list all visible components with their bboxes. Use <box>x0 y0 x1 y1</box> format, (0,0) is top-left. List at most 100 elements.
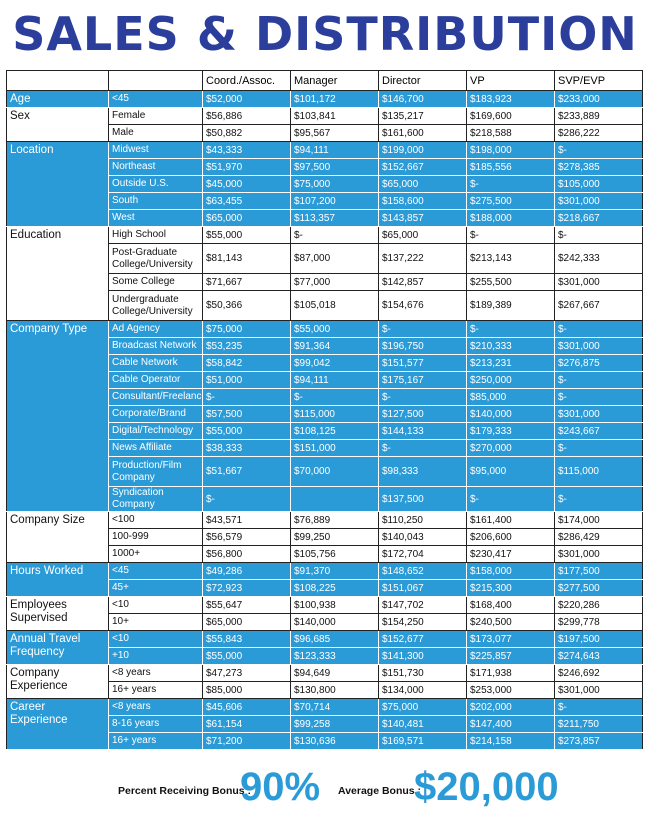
column-header: SVP/EVP <box>554 70 643 91</box>
value-cell: $158,000 <box>466 562 555 580</box>
value-cell: $130,636 <box>290 732 379 750</box>
value-cell: $55,000 <box>202 226 291 244</box>
value-cell: $50,882 <box>202 124 291 142</box>
value-cell: $301,000 <box>554 337 643 355</box>
value-cell: $152,677 <box>378 630 467 648</box>
value-cell: $45,000 <box>202 175 291 193</box>
data-row: 8-16 years $61,154 $99,258 $140,481 $147,400… <box>7 715 643 733</box>
value-cell: $- <box>554 141 643 159</box>
value-cell: $110,250 <box>378 511 467 529</box>
value-cell: $94,111 <box>290 141 379 159</box>
bonus-percent: 90% <box>240 765 321 809</box>
value-cell: $135,217 <box>378 107 467 125</box>
row-label: 8-16 years <box>108 715 203 733</box>
data-row: Employees Supervised <10 $55,647 $100,938 $1… <box>6 596 643 631</box>
value-cell: $55,843 <box>202 630 291 648</box>
row-label: High School <box>108 226 203 244</box>
value-cell: $127,500 <box>378 405 467 423</box>
row-label: Outside U.S. <box>108 175 203 193</box>
value-cell: $213,143 <box>466 243 555 274</box>
row-label: Consultant/Freelance <box>108 388 203 406</box>
value-cell: $56,579 <box>202 528 291 546</box>
value-cell: $- <box>466 486 555 512</box>
value-cell: $65,000 <box>202 209 291 227</box>
value-cell: $277,500 <box>554 579 643 597</box>
value-cell: $51,000 <box>202 371 291 389</box>
row-label: <8 years <box>108 698 203 716</box>
value-cell: $- <box>290 388 379 406</box>
bonus-percent-label: Percent Receiving Bonus : <box>118 785 252 797</box>
value-cell: $81,143 <box>202 243 291 274</box>
row-label: Corporate/Brand <box>108 405 203 423</box>
value-cell: $115,000 <box>554 456 643 487</box>
value-cell: $151,067 <box>378 579 467 597</box>
value-cell: $71,200 <box>202 732 291 750</box>
value-cell: $52,000 <box>202 90 291 108</box>
footer: Percent Receiving Bonus : 90% Average Bo… <box>0 765 650 815</box>
data-row: 1000+ $56,800 $105,756 $172,704 $230,417 $301… <box>7 545 643 563</box>
value-cell: $97,500 <box>290 158 379 176</box>
value-cell: $202,000 <box>466 698 555 716</box>
row-label: Female <box>108 107 203 125</box>
value-cell: $115,000 <box>290 405 379 423</box>
data-row: Career Experience <8 years $45,606 $70,714 $… <box>6 698 643 750</box>
header-empty <box>6 70 109 91</box>
column-header: Manager <box>290 70 379 91</box>
row-label: Production/Film Company <box>108 456 203 487</box>
row-label: News Affiliate <box>108 439 203 457</box>
row-label: +10 <box>108 647 203 665</box>
data-row: Cable Operator $51,000 $94,111 $175,167 $250… <box>7 371 643 389</box>
value-cell: $250,000 <box>466 371 555 389</box>
value-cell: $91,364 <box>290 337 379 355</box>
data-row: Northeast $51,970 $97,500 $152,667 $185,556 $… <box>7 158 643 176</box>
value-cell: $134,000 <box>378 681 467 699</box>
value-cell: $75,000 <box>290 175 379 193</box>
value-cell: $- <box>466 226 555 244</box>
row-label: Digital/Technology <box>108 422 203 440</box>
value-cell: $87,000 <box>290 243 379 274</box>
value-cell: $- <box>554 388 643 406</box>
row-label: <10 <box>108 630 203 648</box>
value-cell: $71,667 <box>202 273 291 291</box>
row-label: <10 <box>108 596 203 614</box>
value-cell: $147,400 <box>466 715 555 733</box>
value-cell: $270,000 <box>466 439 555 457</box>
value-cell: $85,000 <box>202 681 291 699</box>
data-row: Syndication Company $- $137,500 $- $- <box>7 486 643 512</box>
group-label: Company Type <box>6 320 109 512</box>
data-row: Outside U.S. $45,000 $75,000 $65,000 $- $105,… <box>7 175 643 193</box>
row-label: South <box>108 192 203 210</box>
value-cell: $- <box>378 439 467 457</box>
data-row: 10+ $65,000 $140,000 $154,250 $240,500 $299,7… <box>7 613 643 631</box>
value-cell: $215,300 <box>466 579 555 597</box>
row-label: Undergraduate College/University <box>108 290 203 321</box>
value-cell: $188,000 <box>466 209 555 227</box>
data-row: Company Type Ad Agency $75,000 $55,000 $- $- $… <box>6 320 643 512</box>
value-cell: $- <box>554 226 643 244</box>
salary-table: Coord./Assoc. Manager Director VP SVP/EVP Age… <box>6 70 643 750</box>
value-cell: $65,000 <box>202 613 291 631</box>
value-cell: $142,857 <box>378 273 467 291</box>
value-cell: $99,258 <box>290 715 379 733</box>
value-cell: $174,000 <box>554 511 643 529</box>
group-label: Employees Supervised <box>6 596 109 631</box>
value-cell: $255,500 <box>466 273 555 291</box>
value-cell: $301,000 <box>554 405 643 423</box>
data-row: Company Size <100 $43,571 $76,889 $110,250 $1… <box>6 511 643 563</box>
value-cell: $161,400 <box>466 511 555 529</box>
group-label: Location <box>6 141 109 227</box>
value-cell: $103,841 <box>290 107 379 125</box>
value-cell: $168,400 <box>466 596 555 614</box>
data-row: Cable Network $58,842 $99,042 $151,577 $213,… <box>7 354 643 372</box>
value-cell: $130,800 <box>290 681 379 699</box>
group-label: Education <box>6 226 109 321</box>
value-cell: $148,652 <box>378 562 467 580</box>
value-cell: $185,556 <box>466 158 555 176</box>
value-cell: $70,714 <box>290 698 379 716</box>
value-cell: $91,370 <box>290 562 379 580</box>
value-cell: $61,154 <box>202 715 291 733</box>
value-cell: $273,857 <box>554 732 643 750</box>
value-cell: $246,692 <box>554 664 643 682</box>
value-cell: $286,222 <box>554 124 643 142</box>
